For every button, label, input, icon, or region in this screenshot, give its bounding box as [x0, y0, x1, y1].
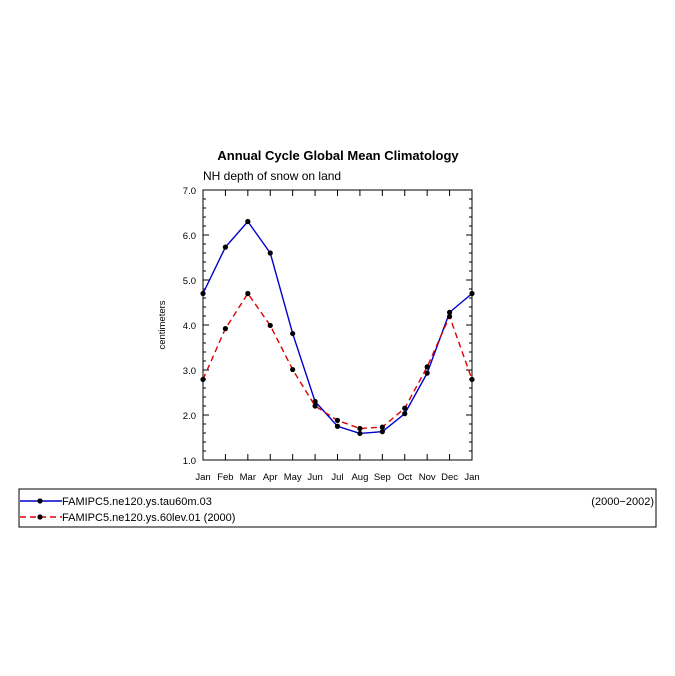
x-tick-label: Feb: [217, 472, 233, 483]
series-point: [379, 429, 385, 435]
series-point: [200, 376, 206, 383]
y-tick-label: 7.0: [183, 186, 196, 197]
legend-marker: [37, 514, 43, 520]
x-tick-label: Jan: [464, 472, 479, 483]
x-tick-label: Oct: [397, 472, 412, 483]
legend-marker: [37, 498, 43, 504]
series-point: [334, 417, 341, 423]
y-tick-label: 5.0: [183, 276, 196, 287]
chart-title: Annual Cycle Global Mean Climatology: [217, 148, 459, 163]
series-point: [357, 430, 363, 437]
x-tick-label: Mar: [240, 472, 256, 483]
y-tick-label: 6.0: [183, 231, 196, 242]
series-point: [290, 330, 296, 337]
series-point: [424, 364, 430, 370]
series-point: [379, 424, 385, 430]
legend-box: [18, 488, 657, 528]
series-point: [446, 313, 453, 320]
legend: FAMIPC5.ne120.ys.tau60m.03 (2000−2002) FAM…: [20, 496, 654, 524]
series-point: [245, 290, 251, 297]
series-point: [200, 290, 206, 297]
series-point: [312, 403, 318, 409]
y-tick-label: 3.0: [183, 366, 196, 377]
legend-label-1: FAMIPC5.ne120.ys.60lev.01 (2000): [62, 512, 235, 524]
series-point: [267, 322, 273, 329]
chart-subtitle: NH depth of snow on land: [203, 169, 341, 183]
y-tick-label: 1.0: [183, 456, 196, 467]
series-point: [357, 425, 363, 432]
x-tick-label: Jun: [307, 472, 322, 483]
series-point: [446, 309, 453, 315]
x-tick-label: Jul: [331, 472, 343, 483]
x-tick-label: Sep: [374, 472, 391, 483]
x-tick-label: Dec: [441, 472, 458, 483]
legend-label-0: FAMIPC5.ne120.ys.tau60m.03: [62, 496, 212, 508]
x-tick-label: May: [284, 472, 302, 483]
series-layer: [200, 218, 475, 437]
series-point: [469, 290, 475, 297]
x-tick-label: Apr: [263, 472, 278, 483]
series-line-0: [202, 220, 473, 435]
series-point: [222, 244, 229, 250]
y-tick-label: 2.0: [183, 411, 196, 422]
series-point: [334, 423, 341, 429]
y-axis-label: centimeters: [157, 300, 168, 349]
legend-period-0: (2000−2002): [591, 496, 654, 508]
x-tick-label: Nov: [419, 472, 436, 483]
series-point: [267, 250, 273, 256]
series-point: [424, 370, 430, 376]
series-point: [222, 326, 229, 332]
y-tick-label: 4.0: [183, 321, 196, 332]
series-point: [469, 376, 475, 383]
x-tick-label: Jan: [195, 472, 210, 483]
series-point: [402, 411, 408, 417]
series-point: [245, 218, 251, 225]
axis-ticks: 1.0 2.0 3.0 4.0 5.0 6.0 7.0 Jan Feb Mar Apr May Jun J…: [183, 186, 480, 483]
x-tick-label: Aug: [351, 472, 368, 483]
series-point: [290, 366, 296, 373]
series-point: [402, 405, 408, 411]
